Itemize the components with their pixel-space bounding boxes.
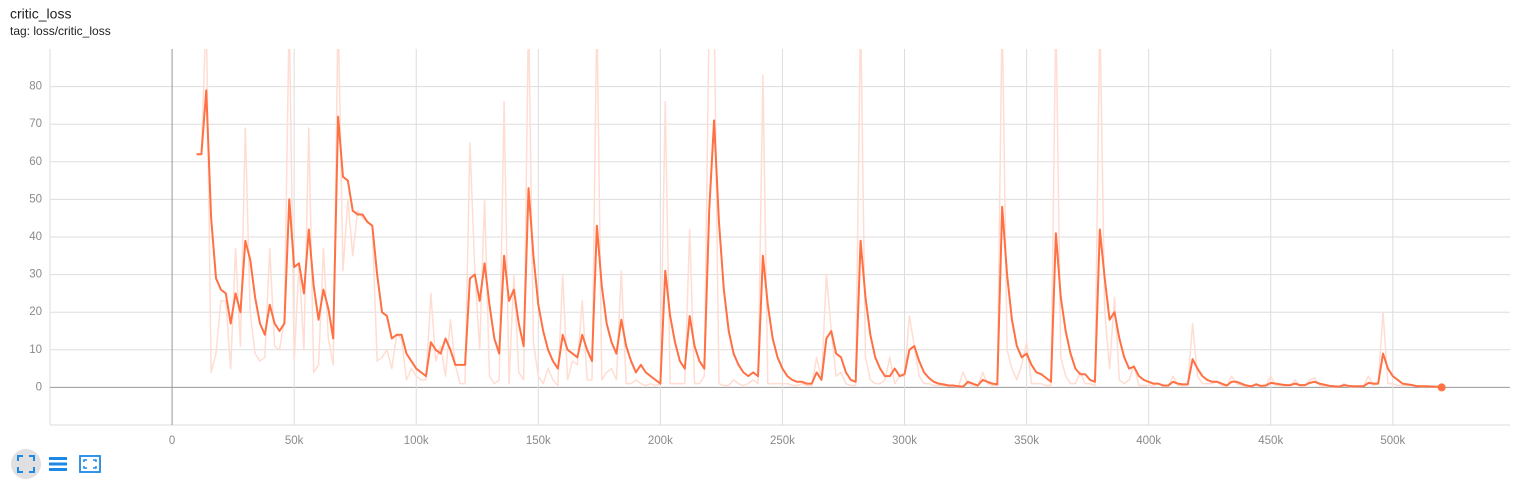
y-tick-label: 30 [29, 269, 42, 281]
tick-labels: 0 10 20 30 40 50 60 70 80 0 50k 100k 150k 200k 250k 300… [29, 81, 1405, 447]
y-tick-label: 0 [36, 381, 42, 393]
y-tick-label: 80 [29, 81, 42, 93]
x-tick-label: 150k [526, 435, 551, 447]
fullscreen-button[interactable] [11, 449, 41, 479]
x-tick-label: 300k [892, 435, 917, 447]
chart-subtitle: tag: loss/critic_loss [10, 24, 111, 38]
last-point [1437, 383, 1446, 392]
x-tick-label: 0 [169, 435, 175, 447]
smoothed-line [196, 89, 1442, 389]
raw-line [196, 49, 1442, 389]
y-tick-label: 50 [29, 193, 42, 205]
plot-area [196, 49, 1446, 392]
grid [49, 49, 1510, 426]
x-tick-label: 200k [648, 435, 673, 447]
y-tick-label: 10 [29, 344, 42, 356]
y-tick-label: 20 [29, 306, 42, 318]
y-tick-label: 40 [29, 231, 42, 243]
x-tick-label: 450k [1258, 435, 1283, 447]
x-tick-label: 400k [1136, 435, 1161, 447]
y-tick-label: 60 [29, 156, 42, 168]
chart-title: critic_loss [10, 6, 71, 22]
fit-domain-button[interactable] [79, 455, 101, 473]
y-tick-label: 70 [29, 118, 42, 130]
toggle-log-button[interactable] [49, 457, 67, 471]
x-tick-label: 50k [285, 435, 304, 447]
x-tick-label: 500k [1380, 435, 1405, 447]
x-tick-label: 100k [404, 435, 429, 447]
x-tick-label: 250k [770, 435, 795, 447]
x-tick-label: 350k [1014, 435, 1039, 447]
